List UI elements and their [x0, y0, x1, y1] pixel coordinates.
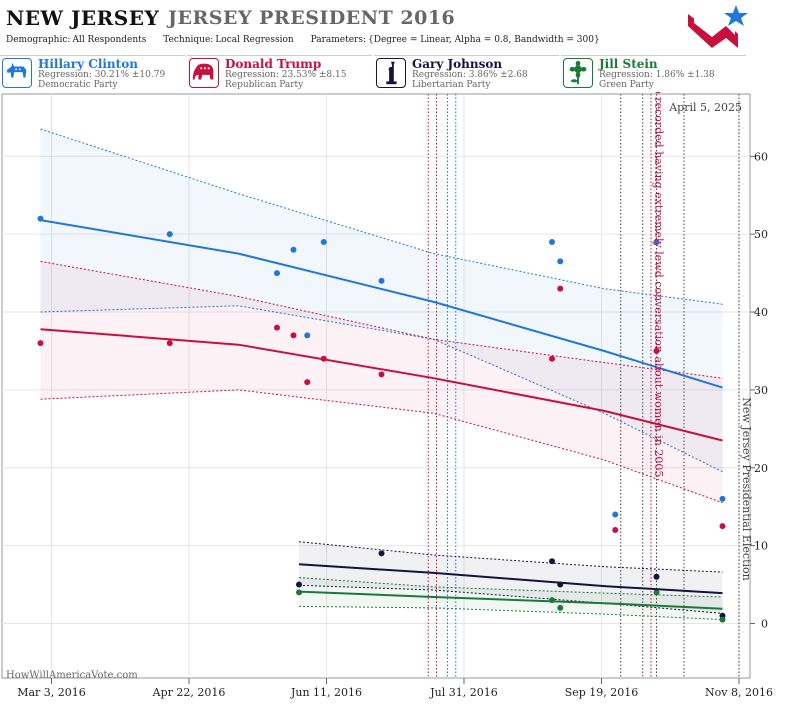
candidate-party: Democratic Party [38, 80, 118, 90]
state-title: NEW JERSEY [6, 6, 160, 30]
flower-icon [563, 58, 593, 88]
upper-bound-line [40, 128, 723, 305]
parameters-line: Demographic: All Respondents Technique: Lo… [6, 35, 614, 45]
candidate-party: Republican Party [225, 80, 304, 90]
watermark-text: HowWillAmericaVote.com [6, 670, 138, 681]
candidate-party: Green Party [599, 80, 654, 90]
y-tick-label: 40 [754, 306, 768, 319]
upper-bound-line [40, 260, 723, 379]
poll-point [719, 495, 726, 502]
event-annotation: New Jersey Presidential Election [740, 397, 753, 580]
candidate-name: Hillary Clinton [38, 57, 138, 71]
x-tick-label: Nov 8, 2016 [705, 686, 773, 699]
candidate-name: Gary Johnson [412, 57, 503, 71]
date-stamp: April 5, 2025 [668, 101, 742, 114]
confidence-band [299, 541, 723, 614]
y-tick-label: 30 [754, 384, 768, 397]
candidate-card-trump: Donald Trump Regression: 23.53% ±8.15 Re… [187, 55, 372, 91]
site-logo-icon [688, 5, 748, 48]
poll-point [653, 573, 660, 580]
poll-point [274, 270, 280, 277]
poll-point [166, 231, 173, 238]
y-tick-label: 10 [754, 540, 768, 553]
poll-point [290, 332, 297, 339]
poll-point [378, 550, 385, 557]
poll-point [304, 379, 311, 386]
confidence-band [40, 261, 723, 503]
donkey-icon [2, 58, 32, 88]
trend-line [298, 563, 723, 595]
candidate-party: Libertarian Party [412, 80, 491, 90]
poll-point [320, 238, 327, 245]
poll-point [549, 355, 555, 362]
poll-point [290, 246, 297, 253]
poll-point [557, 258, 564, 265]
meta-value-technique: Local Regression [215, 35, 294, 45]
x-tick-label: Sep 19, 2016 [565, 686, 639, 699]
x-tick-label: Apr 22, 2016 [152, 686, 226, 699]
lower-bound-line [298, 584, 723, 614]
y-tick-label: 50 [754, 228, 768, 241]
candidate-card-stein: Jill Stein Regression: 1.86% ±1.38 Green… [561, 55, 746, 91]
y-tick-label: 60 [754, 150, 768, 163]
candidate-name: Jill Stein [599, 57, 658, 71]
x-tick-label: Jun 11, 2016 [290, 686, 362, 699]
trend-line [40, 219, 723, 389]
candidate-name: Donald Trump [225, 57, 322, 71]
poll-point [166, 340, 173, 347]
poll-point [378, 277, 385, 284]
poll-point [557, 604, 564, 611]
poll-point [274, 324, 280, 331]
poll-point [557, 285, 564, 292]
poll-point [653, 347, 660, 354]
confidence-band [299, 577, 723, 620]
race-title: JERSEY PRESIDENT 2016 [168, 7, 456, 29]
poll-point [549, 238, 555, 245]
poll-point [719, 523, 726, 530]
poll-point [612, 527, 619, 534]
candidate-regression: Regression: 1.86% ±1.38 [599, 70, 715, 80]
meta-label-demographic: Demographic: [6, 35, 71, 45]
lower-bound-line [298, 605, 723, 621]
x-tick-label: Jul 31, 2016 [429, 686, 498, 699]
lower-bound-line [40, 389, 723, 504]
poll-point [37, 340, 44, 347]
poll-point [653, 589, 660, 596]
confidence-band [40, 129, 723, 472]
candidate-regression: Regression: 23.53% ±8.15 [225, 70, 347, 80]
y-tick-label: 0 [761, 617, 768, 630]
elephant-icon [189, 58, 219, 88]
meta-value-parameters: {Degree = Linear, Alpha = 0.8, Bandwidth… [368, 35, 600, 45]
candidate-regression: Regression: 3.86% ±2.68 [412, 70, 528, 80]
poll-point [612, 511, 619, 518]
liberty-icon [376, 58, 406, 88]
regression-chart: Mar 3, 2016 Apr 22, 2016 Jun 11, 2016 Jul 3… [1, 92, 773, 699]
meta-value-demographic: All Respondents [72, 35, 147, 45]
poll-point [378, 371, 385, 378]
event-annotation: Trump recorded having extremely lewd con… [652, 92, 665, 477]
poll-point [653, 238, 660, 245]
poll-point [296, 581, 302, 588]
candidate-card-johnson: Gary Johnson Regression: 3.86% ±2.68 Lib… [374, 55, 559, 91]
trend-line [298, 590, 723, 610]
upper-bound-line [298, 577, 723, 598]
candidate-card-clinton: Hillary Clinton Regression: 30.21% ±10.7… [0, 55, 185, 91]
plot-area [1, 93, 751, 679]
chart-header: NEW JERSEY JERSEY PRESIDENT 2016 Demogra… [0, 0, 789, 50]
candidate-regression: Regression: 30.21% ±10.79 [38, 70, 166, 80]
trend-line [40, 328, 723, 442]
upper-bound-line [298, 541, 723, 573]
y-tick-label: 20 [754, 462, 768, 475]
event-lines [427, 94, 740, 678]
poll-point [549, 558, 555, 565]
x-tick-label: Mar 3, 2016 [17, 686, 86, 699]
poll-point [304, 332, 311, 339]
meta-label-technique: Technique: [163, 35, 214, 45]
poll-point [719, 616, 726, 623]
meta-label-parameters: Parameters: [310, 35, 367, 45]
